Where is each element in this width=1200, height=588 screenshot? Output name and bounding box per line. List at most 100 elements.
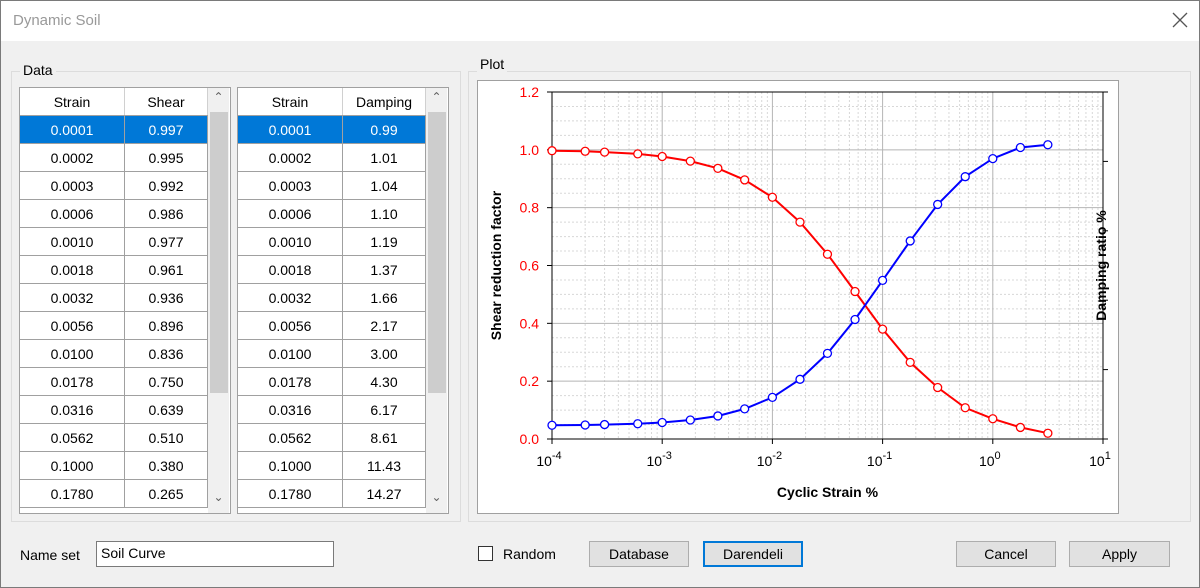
table-cell[interactable]: 0.639	[124, 395, 208, 424]
table-cell[interactable]: 0.0562	[20, 423, 125, 452]
table-cell[interactable]: 0.0002	[20, 143, 125, 172]
table-cell[interactable]: 0.0562	[238, 423, 343, 452]
table-cell[interactable]: 0.0100	[20, 339, 125, 368]
table-cell[interactable]: 0.0056	[238, 311, 343, 340]
table-row[interactable]: 0.1780 14.27	[238, 479, 426, 508]
table-cell[interactable]: 0.977	[124, 227, 208, 256]
table-cell[interactable]: 2.17	[342, 311, 426, 340]
table-row[interactable]: 0.0178 0.750	[20, 367, 208, 396]
table-cell[interactable]: 6.17	[342, 395, 426, 424]
table-row[interactable]: 0.0316 6.17	[238, 395, 426, 424]
scroll-up-icon[interactable]: ⌃	[213, 90, 224, 104]
scroll-thumb[interactable]	[428, 112, 446, 393]
cancel-button[interactable]: Cancel	[956, 541, 1056, 567]
column-header[interactable]: Damping	[342, 88, 426, 116]
table-row[interactable]: 0.0562 8.61	[238, 423, 426, 452]
table-cell[interactable]: 0.0010	[238, 227, 343, 256]
table-cell[interactable]: 1.37	[342, 255, 426, 284]
table-cell[interactable]: 14.27	[342, 479, 426, 508]
table-row[interactable]: 0.0032 1.66	[238, 283, 426, 312]
close-icon[interactable]	[1169, 9, 1191, 31]
table-cell[interactable]: 1.10	[342, 199, 426, 228]
table-row[interactable]: 0.0010 0.977	[20, 227, 208, 256]
scroll-up-icon[interactable]: ⌃	[431, 90, 442, 104]
table-cell[interactable]: 0.1780	[238, 479, 343, 508]
table-cell[interactable]: 0.986	[124, 199, 208, 228]
table-row[interactable]: 0.1000 0.380	[20, 451, 208, 480]
table-row[interactable]: 0.0100 3.00	[238, 339, 426, 368]
database-button[interactable]: Database	[589, 541, 689, 567]
table-cell[interactable]: 0.995	[124, 143, 208, 172]
shear-grid[interactable]: Strain Shear 0.0001 0.997 0.0002 0.995 0.0003…	[19, 87, 231, 514]
table-cell[interactable]: 0.1780	[20, 479, 125, 508]
table-cell[interactable]: 0.0178	[20, 367, 125, 396]
table-row[interactable]: 0.1780 0.265	[20, 479, 208, 508]
shear-scrollbar[interactable]: ⌃ ⌄	[208, 88, 229, 513]
random-checkbox[interactable]	[478, 546, 493, 561]
table-cell[interactable]: 0.1000	[238, 451, 343, 480]
damping-scrollbar[interactable]: ⌃ ⌄	[426, 88, 447, 513]
table-cell[interactable]: 1.19	[342, 227, 426, 256]
apply-button[interactable]: Apply	[1069, 541, 1170, 567]
table-cell[interactable]: 0.997	[124, 115, 208, 144]
table-row[interactable]: 0.0002 0.995	[20, 143, 208, 172]
table-row[interactable]: 0.0003 1.04	[238, 171, 426, 200]
table-cell[interactable]: 0.1000	[20, 451, 125, 480]
table-cell[interactable]: 1.66	[342, 283, 426, 312]
table-row[interactable]: 0.0003 0.992	[20, 171, 208, 200]
table-cell[interactable]: 0.265	[124, 479, 208, 508]
table-row[interactable]: 0.0001 0.997	[20, 115, 208, 144]
table-cell[interactable]: 0.0032	[20, 283, 125, 312]
table-cell[interactable]: 0.510	[124, 423, 208, 452]
table-cell[interactable]: 0.961	[124, 255, 208, 284]
table-row[interactable]: 0.0056 2.17	[238, 311, 426, 340]
table-cell[interactable]: 0.380	[124, 451, 208, 480]
column-header[interactable]: Strain	[20, 88, 125, 116]
table-cell[interactable]: 0.750	[124, 367, 208, 396]
table-cell[interactable]: 1.01	[342, 143, 426, 172]
table-cell[interactable]: 0.0018	[238, 255, 343, 284]
table-cell[interactable]: 0.0100	[238, 339, 343, 368]
table-cell[interactable]: 0.896	[124, 311, 208, 340]
table-cell[interactable]: 0.0001	[20, 115, 125, 144]
table-row[interactable]: 0.1000 11.43	[238, 451, 426, 480]
table-cell[interactable]: 0.0316	[238, 395, 343, 424]
table-cell[interactable]: 3.00	[342, 339, 426, 368]
table-cell[interactable]: 0.0316	[20, 395, 125, 424]
table-row[interactable]: 0.0006 1.10	[238, 199, 426, 228]
table-cell[interactable]: 0.99	[342, 115, 426, 144]
table-cell[interactable]: 0.0003	[238, 171, 343, 200]
table-cell[interactable]: 0.0032	[238, 283, 343, 312]
column-header[interactable]: Strain	[238, 88, 343, 116]
table-cell[interactable]: 1.04	[342, 171, 426, 200]
table-cell[interactable]: 0.0010	[20, 227, 125, 256]
table-row[interactable]: 0.0001 0.99	[238, 115, 426, 144]
table-row[interactable]: 0.0006 0.986	[20, 199, 208, 228]
darendeli-button[interactable]: Darendeli	[703, 541, 803, 567]
table-cell[interactable]: 0.0002	[238, 143, 343, 172]
scroll-down-icon[interactable]: ⌄	[431, 490, 442, 504]
name-set-field[interactable]	[96, 541, 334, 567]
table-cell[interactable]: 0.0056	[20, 311, 125, 340]
table-cell[interactable]: 0.992	[124, 171, 208, 200]
table-cell[interactable]: 0.836	[124, 339, 208, 368]
table-row[interactable]: 0.0562 0.510	[20, 423, 208, 452]
table-row[interactable]: 0.0010 1.19	[238, 227, 426, 256]
table-cell[interactable]: 8.61	[342, 423, 426, 452]
table-cell[interactable]: 0.0006	[238, 199, 343, 228]
scroll-thumb[interactable]	[210, 112, 228, 393]
table-cell[interactable]: 4.30	[342, 367, 426, 396]
table-row[interactable]: 0.0100 0.836	[20, 339, 208, 368]
column-header[interactable]: Shear	[124, 88, 208, 116]
table-cell[interactable]: 11.43	[342, 451, 426, 480]
table-cell[interactable]: 0.936	[124, 283, 208, 312]
table-cell[interactable]: 0.0018	[20, 255, 125, 284]
table-cell[interactable]: 0.0001	[238, 115, 343, 144]
table-row[interactable]: 0.0032 0.936	[20, 283, 208, 312]
table-cell[interactable]: 0.0003	[20, 171, 125, 200]
table-row[interactable]: 0.0018 0.961	[20, 255, 208, 284]
scroll-down-icon[interactable]: ⌄	[213, 490, 224, 504]
damping-grid[interactable]: Strain Damping 0.0001 0.99 0.0002 1.01 0.0003…	[237, 87, 449, 514]
name-set-input[interactable]	[97, 542, 333, 564]
table-row[interactable]: 0.0178 4.30	[238, 367, 426, 396]
